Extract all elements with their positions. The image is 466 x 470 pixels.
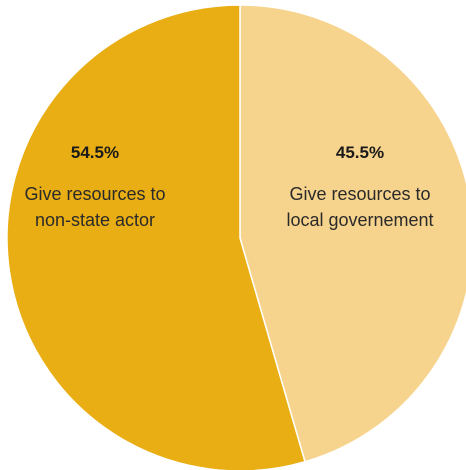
slice-non-state-actor-value-label: 54.5% <box>71 143 119 162</box>
slice-local-government <box>239 4 466 463</box>
slice-non-state-actor <box>6 4 306 470</box>
slice-non-state-actor-label-line-2: non-state actor <box>35 210 155 230</box>
slice-non-state-actor-label-line-1: Give resources to <box>24 184 165 204</box>
slice-local-government-label-line-2: local governement <box>286 210 433 230</box>
pie-slices <box>6 4 466 470</box>
slice-local-government-value-label: 45.5% <box>336 143 384 162</box>
slice-local-government-label-line-1: Give resources to <box>289 184 430 204</box>
